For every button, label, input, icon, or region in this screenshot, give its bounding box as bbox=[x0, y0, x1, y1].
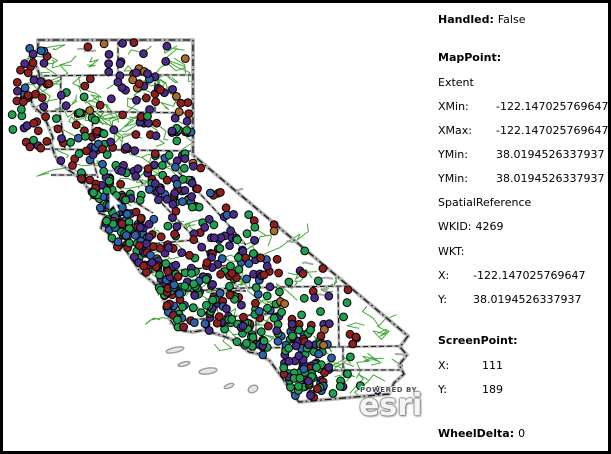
field-label: XMax: bbox=[438, 124, 472, 137]
field-value: 38.0194526337937 bbox=[496, 172, 605, 185]
field-label: Y: bbox=[438, 383, 447, 396]
extent-row-ymin-1: YMin: 38.0194526337937 bbox=[438, 148, 604, 162]
mappoint-x-row: X: -122.147025769647 bbox=[438, 269, 585, 283]
field-value: -122.147025769647 bbox=[496, 124, 609, 137]
field-label: X: bbox=[438, 269, 450, 282]
field-label: Y: bbox=[438, 293, 447, 306]
field-label: XMin: bbox=[438, 100, 469, 113]
wkt-row: WKT: bbox=[438, 245, 468, 259]
field-value: 38.0194526337937 bbox=[473, 293, 582, 306]
event-info-panel: Handled: False MapPoint: Extent XMin: -122… bbox=[438, 3, 608, 451]
field-value: 111 bbox=[482, 359, 503, 372]
handled-label: Handled: bbox=[438, 13, 494, 26]
wheeldelta-row: WheelDelta: 0 bbox=[438, 427, 525, 441]
field-label: X: bbox=[438, 359, 450, 372]
field-value: 189 bbox=[482, 383, 503, 396]
screenpoint-x-row: X: 111 bbox=[438, 359, 503, 373]
california-map-canvas[interactable] bbox=[3, 3, 433, 453]
extent-row-xmax: XMax: -122.147025769647 bbox=[438, 124, 608, 138]
extent-row-ymin-2: YMin: 38.0194526337937 bbox=[438, 172, 604, 186]
mappoint-y-row: Y: 38.0194526337937 bbox=[438, 293, 581, 307]
field-label: YMin: bbox=[438, 172, 468, 185]
wkid-row: WKID: 4269 bbox=[438, 220, 504, 234]
screenpoint-header: ScreenPoint: bbox=[438, 334, 518, 347]
extent-label: Extent bbox=[438, 76, 474, 89]
screenpoint-y-row: Y: 189 bbox=[438, 383, 503, 397]
wheeldelta-value: 0 bbox=[518, 427, 526, 440]
handled-value: False bbox=[497, 13, 526, 26]
field-value: -122.147025769647 bbox=[473, 269, 586, 282]
field-value: 38.0194526337937 bbox=[496, 148, 605, 161]
field-value: -122.147025769647 bbox=[496, 100, 609, 113]
field-label: WKID: bbox=[438, 220, 472, 233]
wheeldelta-label: WheelDelta: bbox=[438, 427, 515, 440]
field-value: 4269 bbox=[475, 220, 504, 233]
mappoint-header: MapPoint: bbox=[438, 51, 502, 64]
extent-row-xmin: XMin: -122.147025769647 bbox=[438, 100, 608, 114]
field-label: WKT: bbox=[438, 245, 465, 258]
spatialreference-label: SpatialReference bbox=[438, 196, 532, 209]
field-label: YMin: bbox=[438, 148, 468, 161]
handled-row: Handled: False bbox=[438, 13, 525, 27]
